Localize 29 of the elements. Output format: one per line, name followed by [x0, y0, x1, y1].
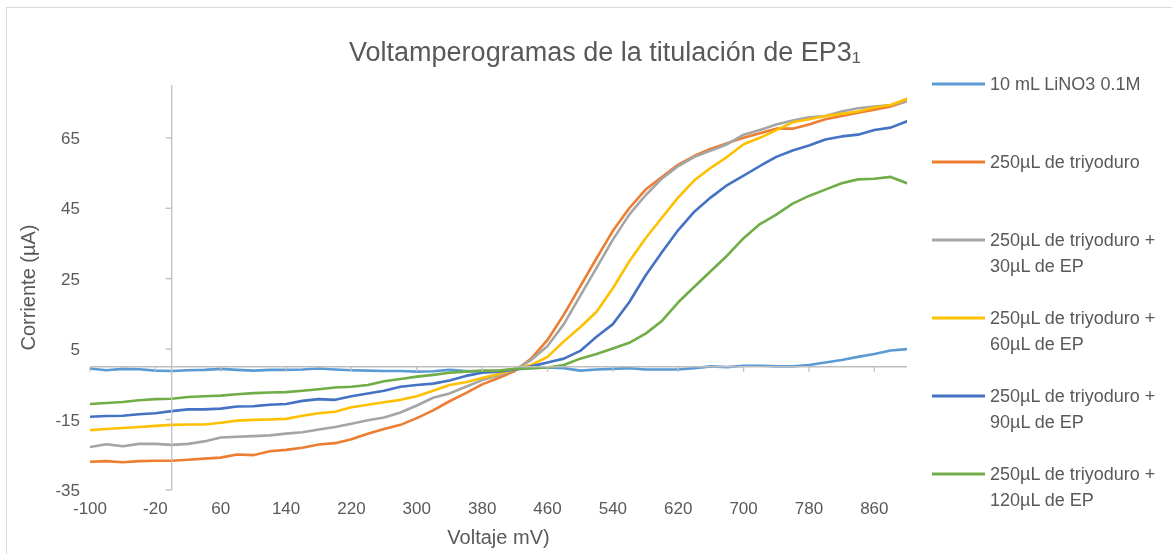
legend-label: 250µL de triyoduro + 120µL de EP [990, 463, 1157, 512]
y-tick-label: -15 [55, 410, 80, 430]
x-tick-label: 540 [598, 499, 628, 519]
x-tick-label: -20 [143, 499, 168, 519]
y-tick-label: 45 [61, 199, 80, 219]
x-tick-label: 780 [794, 499, 824, 519]
chart-title: Voltamperogramas de la titulación de EP3₁ [348, 36, 862, 69]
y-tick-label: 25 [61, 269, 80, 289]
x-tick-label: 140 [271, 499, 301, 519]
legend-label: 250µL de triyoduro + 30µL de EP [990, 229, 1157, 278]
y-tick-label: 5 [70, 340, 80, 360]
x-axis-title: Voltaje mV) [447, 526, 550, 548]
legend-label: 250µL de triyoduro + 60µL de EP [990, 307, 1157, 356]
x-tick-label: 220 [337, 499, 366, 519]
x-tick-label: 860 [860, 499, 889, 519]
y-tick-label: 65 [61, 128, 80, 148]
x-tick-label: 60 [211, 499, 231, 519]
legend-label: 10 mL LiNO3 0.1M [990, 73, 1142, 96]
x-tick-label: 380 [467, 499, 497, 519]
x-tick-label: -100 [72, 499, 108, 519]
legend-label: 250µL de triyoduro + 90µL de EP [990, 385, 1157, 434]
x-tick-label: 300 [402, 499, 431, 519]
line-series [90, 175, 907, 406]
x-tick-label: 700 [729, 499, 758, 519]
y-axis-title: Corriente (µA) [17, 224, 39, 351]
x-tick-label: 620 [664, 499, 693, 519]
x-tick-label: 460 [533, 499, 562, 519]
y-tick-label: -35 [55, 481, 80, 501]
legend-label: 250µL de triyoduro [990, 151, 1141, 174]
